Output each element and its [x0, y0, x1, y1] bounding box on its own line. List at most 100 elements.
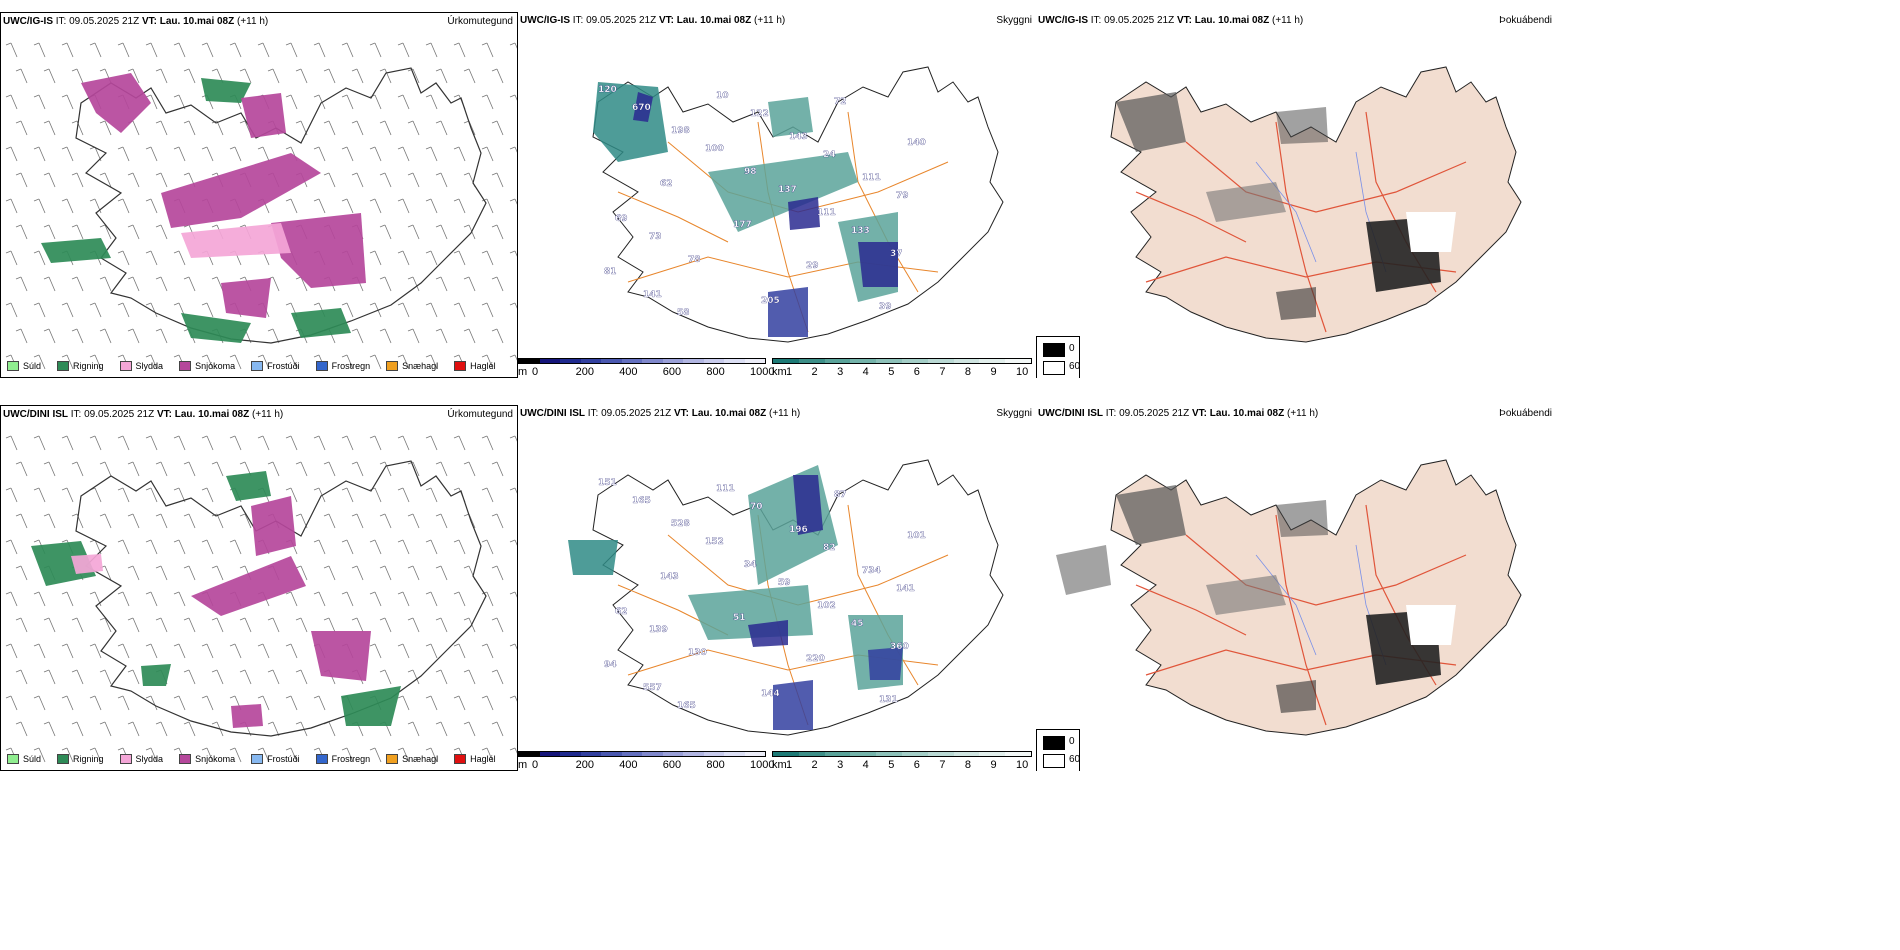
- wind-barb: [379, 276, 392, 292]
- colorbar-tick-label: 7: [939, 759, 946, 771]
- legend-swatch: [315, 361, 328, 371]
- colorbar-segment: [683, 752, 704, 756]
- wind-barb: [379, 224, 392, 240]
- precip-area: [31, 541, 96, 586]
- precip-type-panel-bottom: UWC/DINI ISL IT: 09.05.2025 21Z VT: Lau.…: [0, 405, 518, 771]
- wind-barb: [99, 172, 112, 188]
- wind-barb: [481, 747, 494, 763]
- wind-barb: [155, 68, 168, 84]
- wind-barb: [43, 172, 56, 188]
- wind-barb: [155, 172, 168, 188]
- cloud-base-label: 196: [789, 525, 808, 535]
- cloud-area: [868, 647, 903, 680]
- wind-barb: [61, 747, 74, 763]
- precip-area: [201, 78, 251, 103]
- colorbar-tick-label: 600: [662, 759, 682, 771]
- wind-barb: [379, 565, 392, 581]
- panel-title: Skyggni: [996, 15, 1032, 26]
- wind-barb: [201, 354, 214, 370]
- wind-barb: [61, 643, 74, 659]
- wind-barb: [379, 172, 392, 188]
- cloud-base-label: 78: [688, 255, 701, 265]
- wind-barb: [15, 617, 28, 633]
- colorbar-segment: [953, 359, 980, 363]
- wind-barb: [435, 565, 448, 581]
- colorbar-segment: [601, 359, 622, 363]
- colorbar-segment: [953, 752, 980, 756]
- colorbar-tick-label: 600: [662, 366, 682, 378]
- wind-barb: [285, 198, 298, 214]
- colorbar-unit: km: [772, 759, 787, 771]
- colorbar-segment: [662, 359, 683, 363]
- wind-barb: [407, 276, 420, 292]
- panel-title: Skyggni: [996, 408, 1032, 419]
- cloud-base-label: 120: [598, 85, 617, 95]
- cloud-base-label: 165: [677, 701, 696, 711]
- cloud-base-label: 111: [862, 173, 881, 183]
- wind-barb: [397, 42, 410, 58]
- wind-barb: [341, 198, 354, 214]
- cloud-visibility-panel-top: 120 198 98 111 37 141 10 143 111 69 78 205 72 140 62 17…: [518, 12, 1036, 378]
- wind-barb: [43, 669, 56, 685]
- panel-title: Þokuábendi: [1499, 15, 1552, 26]
- wind-barb: [369, 435, 382, 451]
- wind-barb: [425, 42, 438, 58]
- panel-header: UWC/DINI ISL IT: 09.05.2025 21Z VT: Lau.…: [520, 408, 801, 419]
- colorbar-segment: [560, 752, 581, 756]
- cloud-area: [748, 620, 788, 647]
- precip-area: [181, 223, 291, 258]
- colorbar-tick-label: 5: [888, 759, 895, 771]
- legend-label: Súld: [23, 361, 42, 371]
- wind-barb: [43, 721, 56, 737]
- precip-map-bottom: [5, 435, 517, 763]
- cloud-base-label: 59: [778, 578, 791, 588]
- wind-barb: [285, 591, 298, 607]
- precip-area: [71, 554, 103, 574]
- wind-barb: [239, 617, 252, 633]
- legend-label: Snjókoma: [195, 754, 236, 764]
- fog-swatch-light: [1043, 754, 1065, 768]
- colorbar-tick-label: 0: [532, 366, 539, 378]
- colorbar-strip: [772, 751, 1032, 757]
- wind-barb: [117, 198, 130, 214]
- wind-barb: [117, 250, 130, 266]
- wind-barb: [145, 591, 158, 607]
- wind-barb: [183, 68, 196, 84]
- legend-label: Slydda: [135, 754, 164, 764]
- wind-barb: [491, 461, 504, 477]
- colorbar-segment: [773, 752, 799, 756]
- precip-area: [271, 213, 366, 288]
- wind-barb: [313, 198, 326, 214]
- legend-item: Snæhagl: [386, 361, 438, 371]
- wind-barb: [201, 695, 214, 711]
- colorbar-segment: [519, 752, 540, 756]
- wind-barb: [453, 643, 466, 659]
- wind-barb: [127, 461, 140, 477]
- wind-barb: [33, 695, 46, 711]
- wind-barb: [33, 250, 46, 266]
- wind-barb: [313, 42, 326, 58]
- wind-barb: [425, 747, 438, 763]
- wind-barb: [257, 643, 270, 659]
- colorbar-segment: [621, 752, 642, 756]
- wind-barb: [89, 302, 102, 318]
- wind-barb: [117, 643, 130, 659]
- wind-barb: [145, 302, 158, 318]
- colorbar-tick-label: 200: [575, 759, 594, 771]
- wind-barb: [117, 302, 130, 318]
- cloud-base-label: 131: [879, 695, 898, 705]
- wind-barb: [407, 669, 420, 685]
- wind-barb: [145, 198, 158, 214]
- wind-barb: [425, 591, 438, 607]
- road: [1185, 534, 1467, 606]
- wind-barb: [435, 68, 448, 84]
- fog-area: [1276, 500, 1328, 537]
- wind-barb: [379, 461, 392, 477]
- wind-barb: [481, 695, 494, 711]
- wind-barb: [267, 669, 280, 685]
- fog-area: [1276, 287, 1316, 320]
- wind-barb: [285, 487, 298, 503]
- wind-barb: [15, 513, 28, 529]
- wind-barb: [323, 172, 336, 188]
- wind-barb: [145, 539, 158, 555]
